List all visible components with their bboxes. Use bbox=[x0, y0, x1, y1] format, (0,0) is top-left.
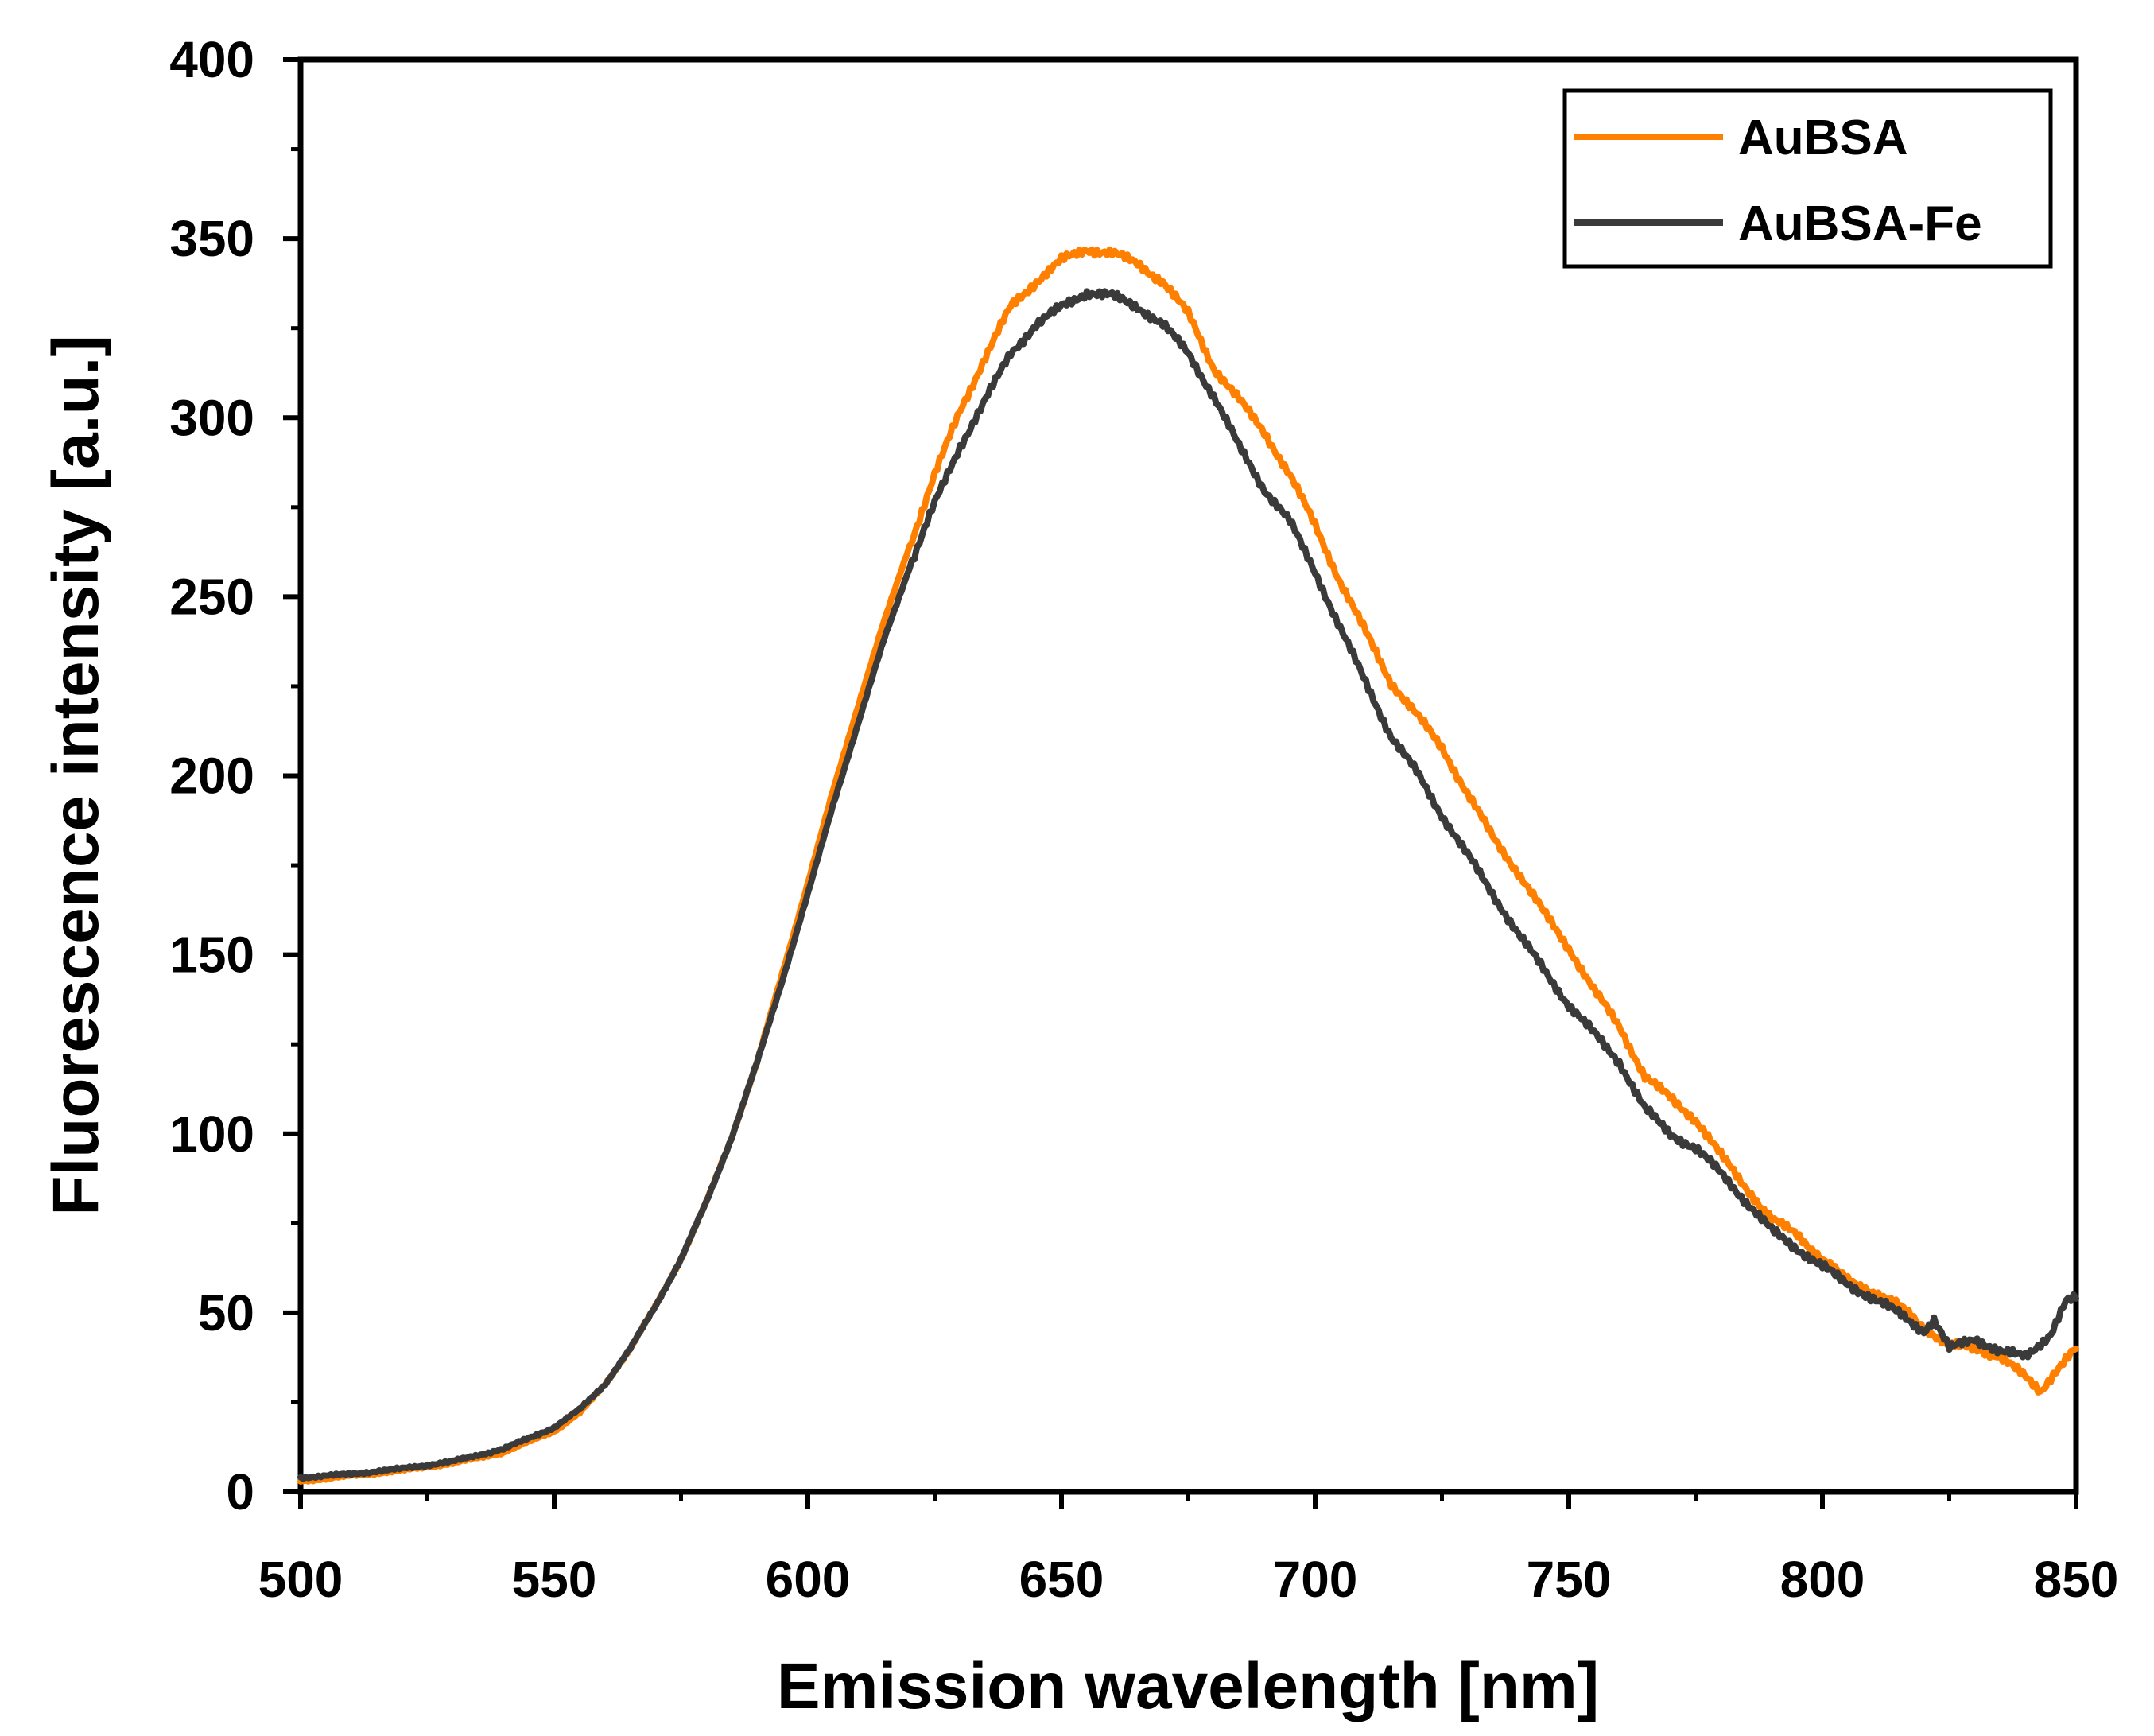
x-axis-title: Emission wavelength [nm] bbox=[777, 1650, 1599, 1722]
y-tick-label: 300 bbox=[169, 389, 254, 446]
x-axis-ticks bbox=[298, 1492, 2078, 1509]
plot-frame bbox=[297, 56, 2079, 1495]
x-tick-label: 650 bbox=[1019, 1551, 1104, 1608]
series-line-aubsa-fe bbox=[297, 288, 2079, 1482]
x-tick-label: 500 bbox=[258, 1551, 343, 1608]
x-tick-label: 550 bbox=[512, 1551, 597, 1608]
y-tick-label: 400 bbox=[169, 31, 254, 88]
x-tick-label: 850 bbox=[2034, 1551, 2119, 1608]
y-tick-label: 200 bbox=[169, 748, 254, 805]
series-group bbox=[297, 246, 2079, 1485]
y-tick-label: 50 bbox=[198, 1284, 254, 1342]
y-tick-label: 250 bbox=[169, 568, 254, 625]
y-tick-label: 100 bbox=[169, 1105, 254, 1163]
y-axis-ticks bbox=[283, 57, 301, 1494]
legend: AuBSA AuBSA-Fe bbox=[1562, 88, 2053, 269]
x-tick-label: 800 bbox=[1780, 1551, 1865, 1608]
legend-label-aubsa-fe: AuBSA-Fe bbox=[1738, 196, 1982, 251]
y-axis-title: Fluorescence intensity [a.u.] bbox=[40, 335, 112, 1215]
y-tick-label: 0 bbox=[226, 1463, 254, 1520]
x-tick-label: 700 bbox=[1273, 1551, 1358, 1608]
legend-label-aubsa: AuBSA bbox=[1738, 111, 1908, 165]
x-tick-label: 600 bbox=[766, 1551, 851, 1608]
x-axis-tick-labels: 500 550 600 650 700 750 800 850 bbox=[258, 1551, 2119, 1608]
y-axis-tick-labels: 0 50 100 150 200 250 300 350 400 bbox=[169, 31, 254, 1520]
legend-box bbox=[1562, 88, 2053, 269]
y-tick-label: 350 bbox=[169, 210, 254, 267]
series-line-aubsa bbox=[297, 246, 2079, 1485]
y-tick-label: 150 bbox=[169, 926, 254, 984]
x-tick-label: 750 bbox=[1527, 1551, 1612, 1608]
